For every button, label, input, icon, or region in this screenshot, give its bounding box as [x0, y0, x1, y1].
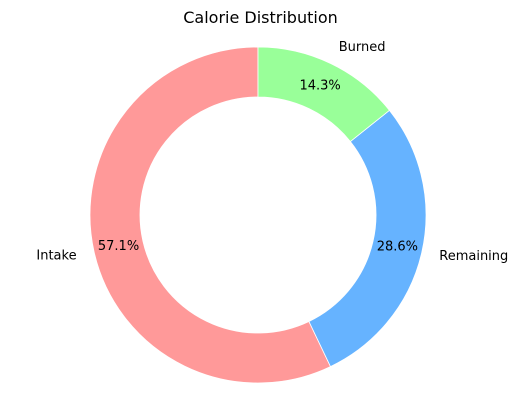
- slice-label-intake: Intake: [36, 249, 76, 264]
- slice-label-burned: Burned: [339, 40, 386, 55]
- slice-intake: [89, 46, 332, 384]
- pct-label-remaining: 28.6%: [377, 240, 418, 255]
- slice-burned: [257, 46, 391, 143]
- chart-title: Calorie Distribution: [183, 8, 338, 27]
- pct-label-burned: 14.3%: [299, 79, 340, 94]
- slice-remaining: [308, 109, 427, 368]
- pct-label-intake: 57.1%: [98, 239, 139, 254]
- slice-label-remaining: Remaining: [439, 249, 508, 264]
